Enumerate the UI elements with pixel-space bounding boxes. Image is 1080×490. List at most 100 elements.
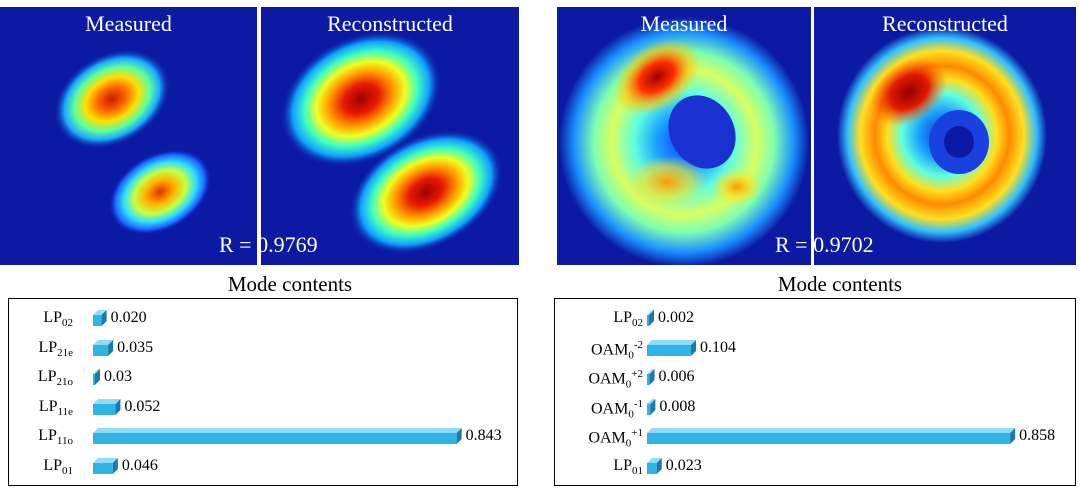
right-mode-label-5: LP01 bbox=[555, 457, 643, 477]
left-mode-bar-side-1 bbox=[108, 339, 114, 356]
right-mode-label-base-2: OAM bbox=[588, 370, 626, 388]
right-mode-title: Mode contents bbox=[777, 272, 903, 296]
right-reconstructed-label: Reconstructed bbox=[882, 11, 1008, 36]
left-mode-label-1: LP21e bbox=[9, 339, 73, 359]
right-mode-label-sub-5: 01 bbox=[632, 464, 643, 477]
right-mode-label-base-5: LP bbox=[613, 456, 632, 474]
right-mode-bar-side-5 bbox=[656, 457, 662, 474]
left-mode-label-base-1: LP bbox=[38, 338, 58, 356]
right-mode-label-4: OAM0+1 bbox=[555, 427, 643, 450]
right-measured-label: Measured bbox=[640, 11, 728, 36]
right-mode-label-2: OAM0+2 bbox=[555, 368, 643, 391]
left-mode-bar-0 bbox=[93, 310, 107, 326]
right-mode-label-sup-2: +2 bbox=[631, 368, 643, 380]
right-mode-bar-front-5 bbox=[647, 462, 657, 474]
right-mode-bar-top-2 bbox=[647, 369, 655, 374]
right-mode-bar-front-0 bbox=[647, 315, 649, 326]
right-mode-value-3: 0.008 bbox=[659, 397, 696, 415]
left-mode-bar-4 bbox=[93, 428, 462, 444]
left-mode-value-3: 0.052 bbox=[124, 397, 161, 415]
left-mode-label-4: LP11o bbox=[9, 427, 73, 447]
right-mode-value-2: 0.006 bbox=[658, 368, 695, 385]
right-mode-label-base-1: OAM bbox=[590, 340, 629, 358]
right-mode-label-sub-1: 0 bbox=[628, 349, 634, 362]
right-mode-value-5: 0.023 bbox=[665, 456, 702, 474]
right-mode-bar-top-4 bbox=[647, 428, 1016, 433]
right-mode-bar-side-2 bbox=[649, 369, 655, 385]
right-mode-bar-1 bbox=[647, 339, 697, 356]
left-reconstructed-label: Reconstructed bbox=[327, 11, 453, 36]
left-mode-label-sub-2: 21o bbox=[56, 376, 74, 389]
left-mode-bar-side-3 bbox=[115, 398, 121, 415]
right-mode-chart: LP02 0.002 OAM0-2 0.104 OAM0+2 0.006 OAM0-1 0.0… bbox=[554, 298, 1076, 486]
left-reconstructed-image: Reconstructed bbox=[261, 7, 519, 265]
left-mode-label-base-0: LP bbox=[43, 309, 62, 326]
left-mode-bar-front-2 bbox=[93, 374, 95, 385]
right-measured-image: Measured bbox=[557, 7, 811, 265]
left-mode-value-4: 0.843 bbox=[465, 427, 502, 444]
left-mode-title: Mode contents bbox=[227, 272, 353, 296]
left-figure: Measured Reconstructed R = 0.9769 Mode c… bbox=[0, 7, 519, 486]
right-mode-label-sup-4: +1 bbox=[631, 427, 643, 439]
right-mode-bar-2 bbox=[647, 369, 655, 385]
left-mode-bar-top-2 bbox=[93, 369, 100, 374]
right-mode-bar-front-4 bbox=[647, 433, 1011, 444]
left-mode-bar-front-3 bbox=[93, 403, 116, 415]
left-mode-label-0: LP02 bbox=[9, 309, 73, 329]
left-measured-label: Measured bbox=[85, 11, 172, 36]
left-mode-label-2: LP21o bbox=[9, 368, 73, 388]
left-r-value: R = 0.9769 bbox=[219, 232, 318, 257]
left-mode-bar-1 bbox=[93, 339, 114, 356]
left-mode-label-sub-1: 21e bbox=[57, 346, 73, 359]
left-mode-bar-side-2 bbox=[95, 369, 100, 385]
right-mode-value-1: 0.104 bbox=[700, 338, 737, 356]
left-mode-label-base-3: LP bbox=[38, 397, 58, 415]
left-mode-label-sub-4: 11o bbox=[56, 435, 73, 448]
left-mode-label-base-5: LP bbox=[43, 456, 62, 474]
right-mode-bar-top-1 bbox=[647, 339, 697, 345]
right-reconstructed-image: Reconstructed bbox=[814, 7, 1076, 265]
right-mode-bar-side-0 bbox=[649, 310, 654, 326]
right-measured-field bbox=[557, 7, 811, 265]
right-r-value: R = 0.9702 bbox=[775, 232, 874, 257]
left-mode-bar-top-4 bbox=[93, 428, 462, 433]
right-mode-label-base-0: LP bbox=[613, 309, 632, 326]
left-mode-bar-side-5 bbox=[112, 457, 118, 474]
left-mode-bar-front-5 bbox=[93, 462, 113, 474]
right-mode-bar-top-5 bbox=[647, 457, 662, 463]
left-mode-bar-side-4 bbox=[456, 428, 462, 444]
right-mode-label-1: OAM0-2 bbox=[555, 339, 643, 362]
right-mode-label-sup-3: -1 bbox=[633, 397, 643, 410]
right-mode-bar-top-3 bbox=[647, 398, 656, 404]
left-mode-label-sub-3: 11e bbox=[57, 405, 73, 418]
left-reconstructed-field bbox=[261, 7, 519, 265]
right-mode-bar-side-1 bbox=[691, 339, 697, 356]
left-mode-label-5: LP01 bbox=[9, 457, 73, 477]
left-mode-value-5: 0.046 bbox=[121, 456, 158, 474]
left-mode-bar-front-0 bbox=[93, 315, 102, 326]
right-mode-bar-top-0 bbox=[647, 310, 654, 315]
left-mode-bar-top-0 bbox=[93, 310, 107, 315]
right-mode-label-3: OAM0-1 bbox=[555, 398, 643, 421]
right-figure: Measured bbox=[540, 0, 1080, 490]
left-mode-chart: LP02 0.020 LP21e 0.035 LP21o 0.03 LP11e 0.052 LP… bbox=[8, 298, 518, 486]
left-mode-value-2: 0.03 bbox=[104, 368, 132, 385]
right-mode-value-0: 0.002 bbox=[658, 309, 694, 326]
right-mode-bar-4 bbox=[647, 428, 1016, 444]
left-mode-bar-3 bbox=[93, 398, 121, 415]
right-mode-bar-front-1 bbox=[647, 344, 692, 356]
left-mode-bar-top-3 bbox=[93, 398, 121, 404]
left-mode-bar-side-0 bbox=[101, 310, 107, 326]
left-mode-label-sub-0: 02 bbox=[62, 317, 73, 330]
left-mode-value-0: 0.020 bbox=[110, 309, 147, 326]
left-mode-label-base-4: LP bbox=[38, 427, 57, 444]
right-mode-label-base-4: OAM bbox=[588, 429, 626, 447]
left-mode-bar-front-1 bbox=[93, 344, 109, 356]
left-mode-bar-5 bbox=[93, 457, 118, 474]
left-measured-field bbox=[0, 7, 257, 265]
left-measured-image: Measured bbox=[0, 7, 257, 265]
right-mode-bar-5 bbox=[647, 457, 662, 474]
left-mode-label-sub-5: 01 bbox=[62, 464, 73, 477]
right-mode-bar-front-3 bbox=[647, 403, 651, 415]
right-mode-bar-3 bbox=[647, 398, 656, 415]
